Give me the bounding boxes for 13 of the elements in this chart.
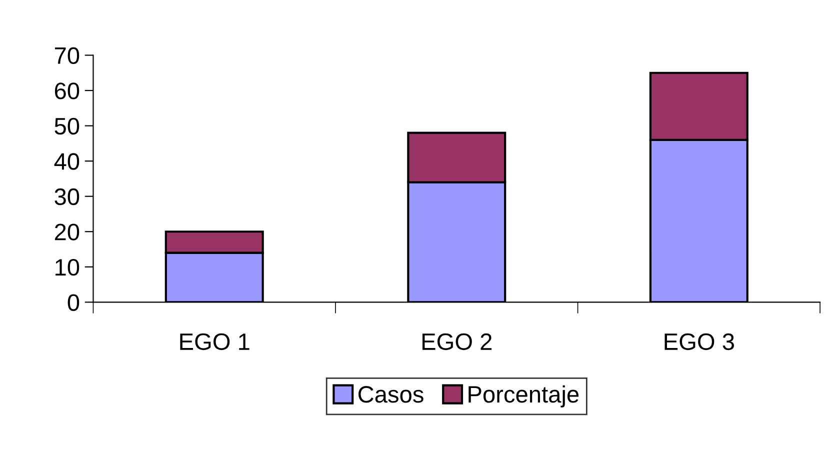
- x-tick-label: EGO 1: [180, 333, 250, 350]
- x-tick-label: EGO 2: [422, 333, 492, 350]
- legend-label: Casos: [358, 386, 424, 403]
- y-tick-label: 50: [54, 118, 80, 135]
- y-tick-label: 60: [54, 82, 80, 100]
- y-tick-label: 10: [56, 258, 80, 276]
- y-tick-label: 30: [54, 188, 80, 206]
- y-tick-label: 40: [54, 153, 80, 170]
- legend-label: Porcentaje: [468, 385, 579, 408]
- x-tick-label: EGO 3: [664, 333, 734, 350]
- y-tick-label: 70: [54, 47, 80, 64]
- y-tick-label: 0: [68, 294, 80, 311]
- y-tick-label: 20: [54, 224, 80, 240]
